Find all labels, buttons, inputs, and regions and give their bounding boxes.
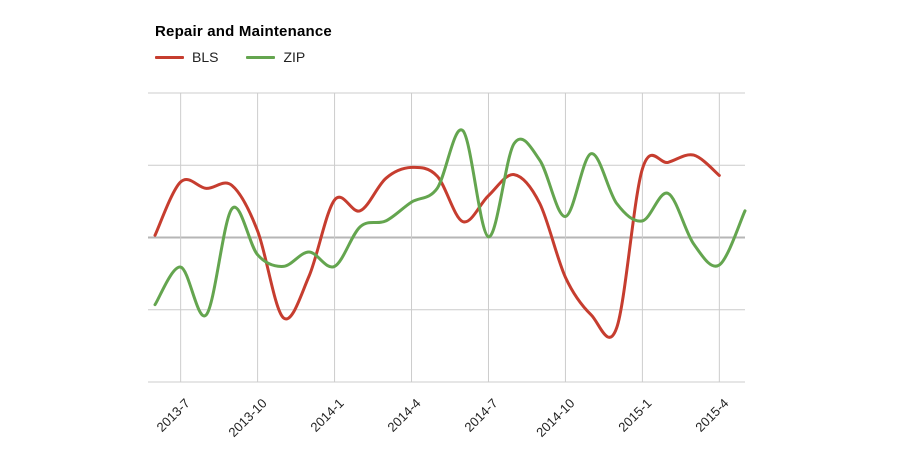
line-swatch-icon (155, 55, 184, 59)
legend: BLS ZIP (155, 49, 305, 65)
chart-title: Repair and Maintenance (155, 23, 332, 40)
x-tick-label: 2013-10 (225, 396, 269, 440)
x-tick-label: 2014-10 (533, 396, 577, 440)
x-tick-label: 2014-7 (461, 396, 500, 435)
line-swatch-icon (246, 55, 276, 59)
x-tick-label: 2013-7 (154, 396, 193, 435)
legend-label-bls: BLS (192, 49, 219, 65)
legend-item-bls: BLS (155, 49, 218, 65)
x-tick-label: 2015-1 (615, 396, 654, 435)
series-path-zip (153, 128, 747, 318)
legend-label-zip: ZIP (283, 49, 306, 65)
x-tick-label: 2014-4 (384, 396, 423, 435)
series-path-bls (153, 153, 721, 339)
legend-item-zip: ZIP (246, 49, 305, 65)
x-tick-label: 2014-1 (307, 396, 346, 435)
x-tick-label: 2015-4 (692, 396, 731, 435)
